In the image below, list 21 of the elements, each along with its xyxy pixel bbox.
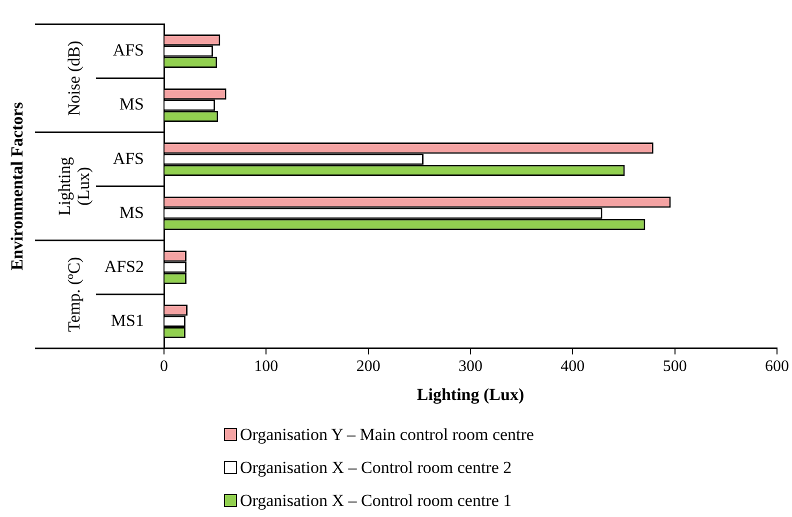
- x-tick-label: 400: [560, 358, 585, 376]
- y-tick-label: MS1: [110, 310, 144, 330]
- x-tick-label: 300: [458, 358, 482, 376]
- text: Organisation X – Control room centre 2: [240, 458, 512, 478]
- y-tick-label: AFS2: [104, 256, 144, 276]
- text: Lighting (Lux): [54, 156, 93, 216]
- x-tick-label: 500: [662, 358, 687, 376]
- x-tick-label: 200: [356, 358, 380, 376]
- text: Temp. (ºC): [64, 256, 84, 332]
- legend-label: Organisation Y – Main control room centre: [240, 424, 534, 444]
- x-tick-label: 100: [254, 358, 278, 376]
- y-tick-label: MS: [119, 202, 144, 222]
- x-tick-label: 0: [160, 358, 168, 376]
- x-tick-label: 600: [765, 358, 789, 376]
- x-axis-title: Lighting (Lux): [416, 385, 524, 404]
- text: Noise (dB): [64, 40, 84, 116]
- y-tick-label: MS: [119, 94, 144, 114]
- y-tick-label: AFS: [112, 148, 144, 168]
- y-tick-label: AFS: [112, 40, 144, 60]
- y-axis-title: Environmental Factors: [8, 102, 27, 270]
- legend-label: Organisation X – Control room centre 1: [240, 490, 512, 510]
